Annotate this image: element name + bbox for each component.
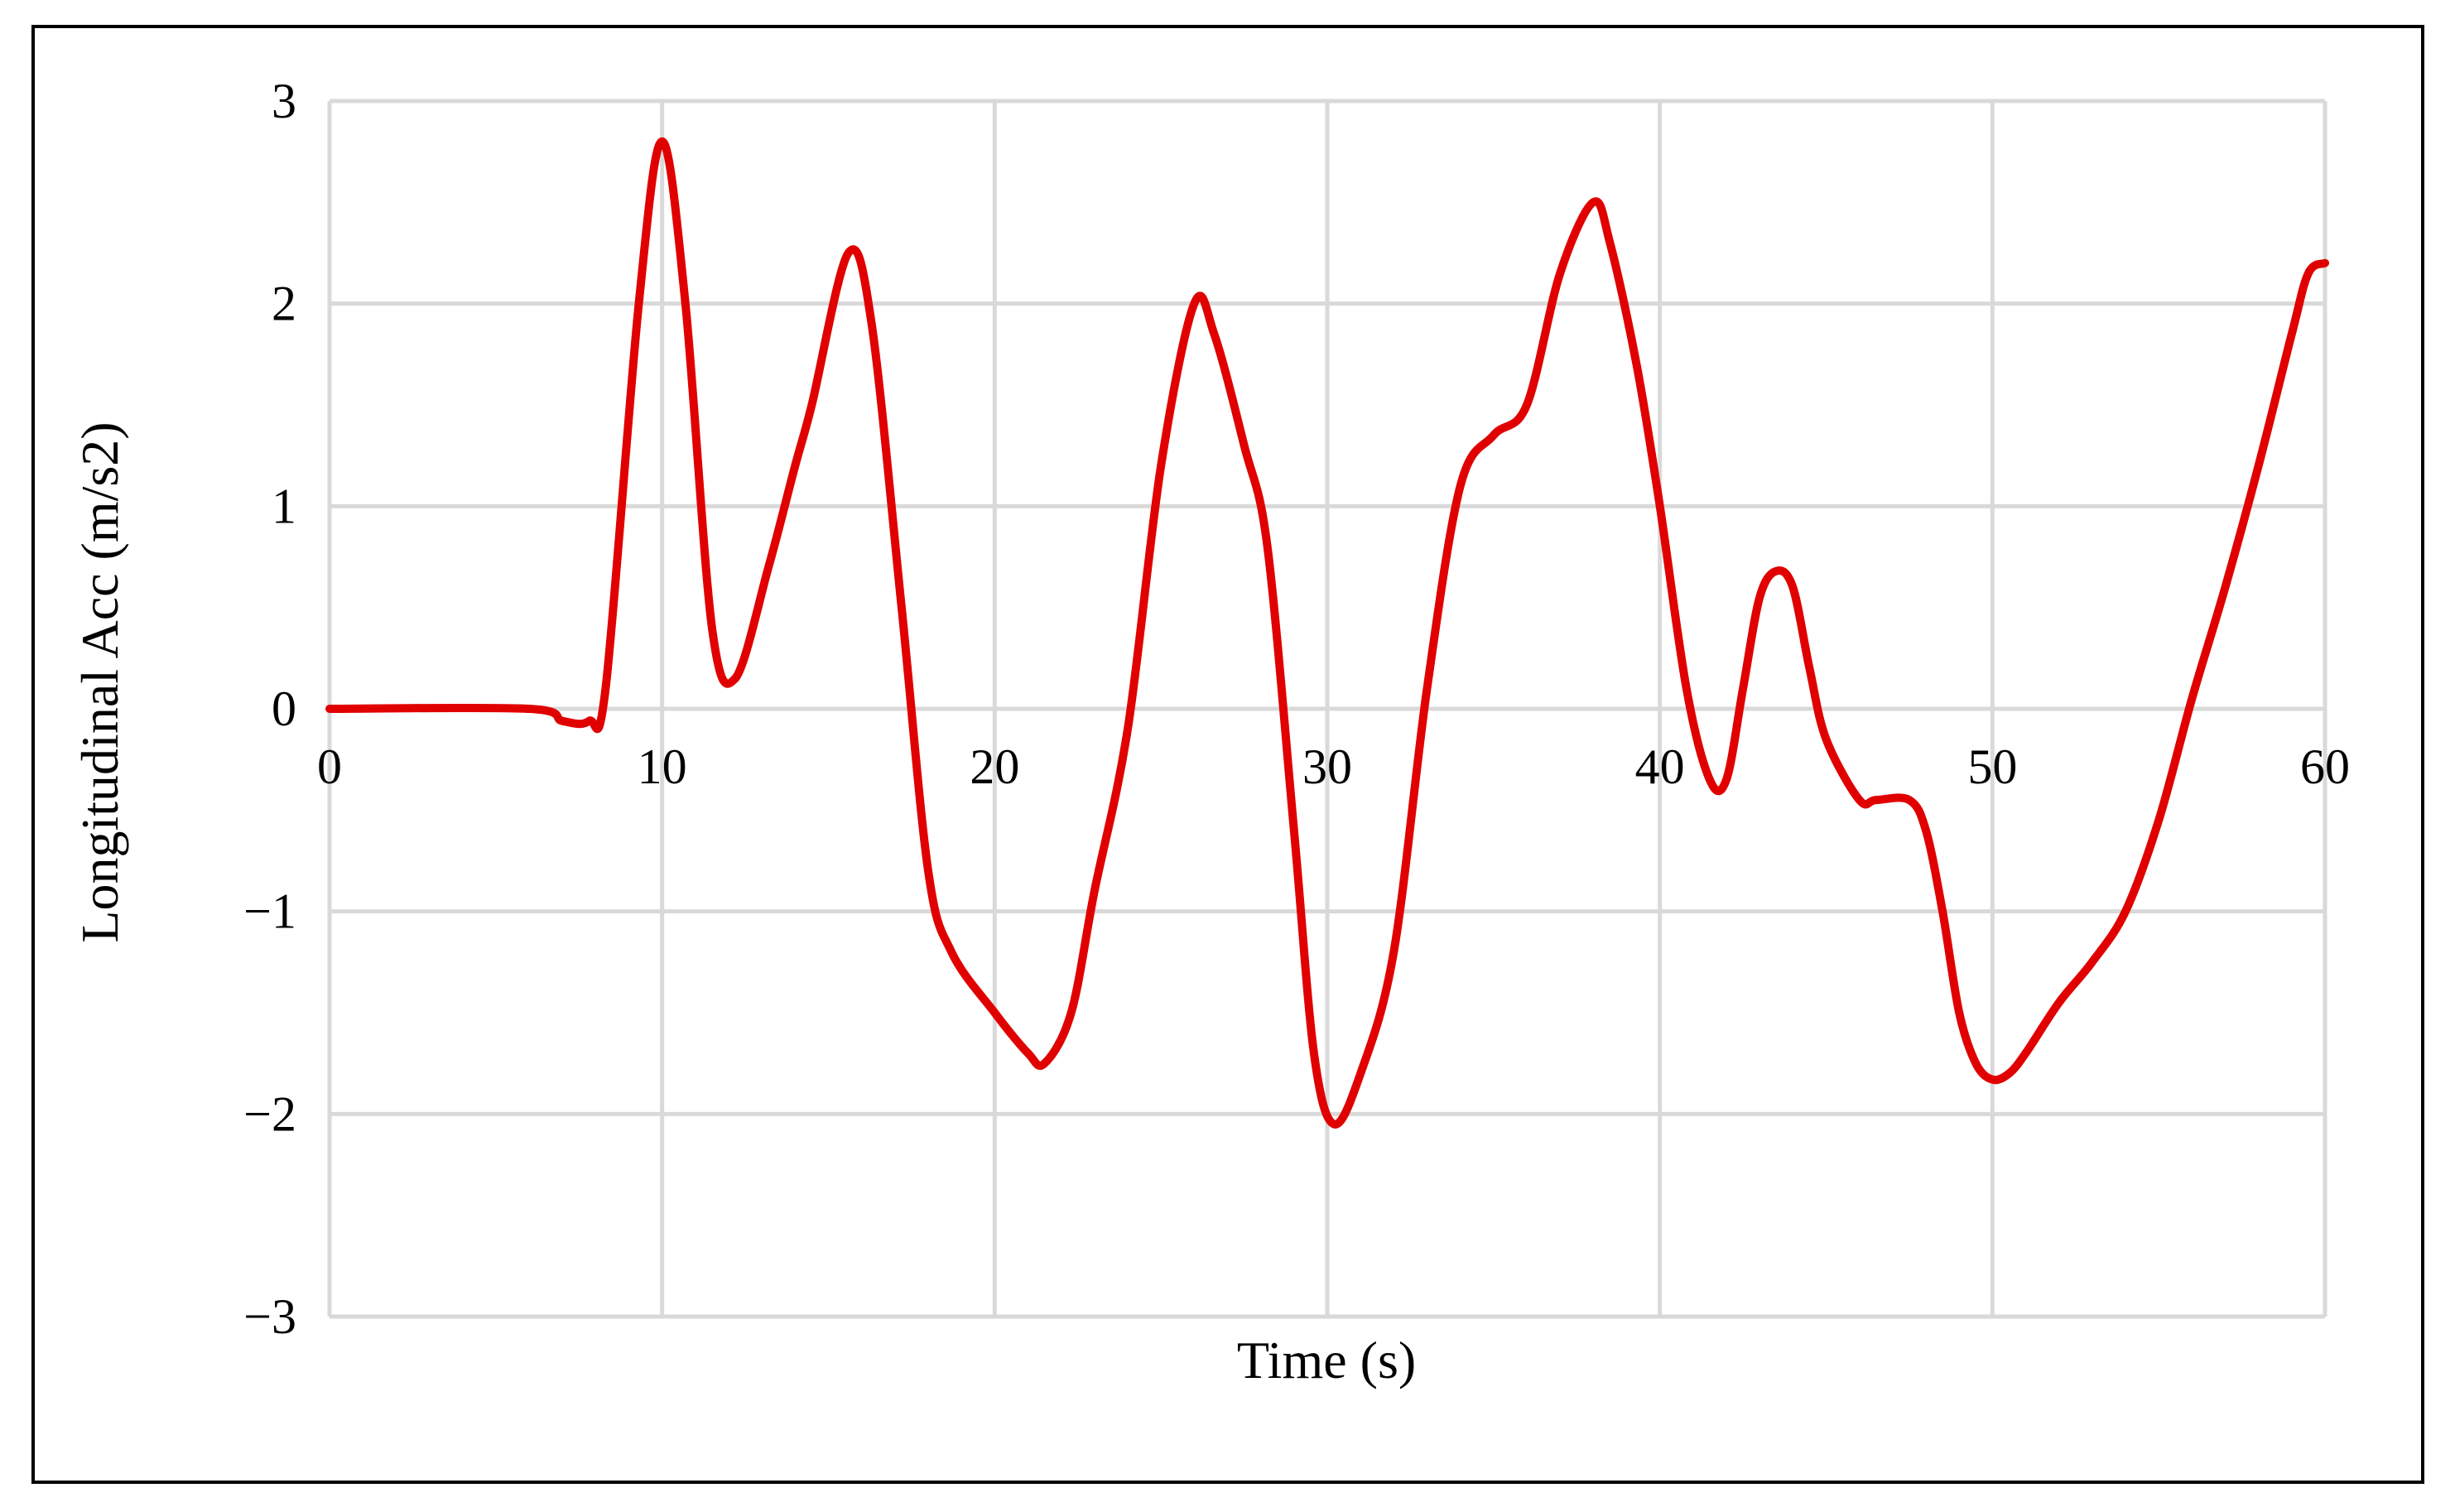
y-axis-title: Longitudinal Acc (m/s2) — [70, 421, 129, 942]
chart-frame: 0 10 20 30 40 50 60 3 2 1 0 −1 −2 −3 Time (s) Longit… — [31, 25, 2424, 1484]
x-tick-label: 10 — [638, 739, 687, 794]
y-tick-label: 1 — [272, 479, 296, 533]
x-tick-label: 20 — [970, 739, 1019, 794]
y-tick-label: 0 — [272, 681, 296, 736]
x-tick-label: 30 — [1302, 739, 1352, 794]
y-tick-label: −1 — [243, 884, 296, 939]
y-tick-labels: 3 2 1 0 −1 −2 −3 — [243, 74, 296, 1344]
x-tick-labels: 0 10 20 30 40 50 60 — [317, 739, 2350, 794]
x-tick-label: 40 — [1635, 739, 1685, 794]
y-tick-label: −2 — [243, 1086, 296, 1141]
gridlines — [327, 99, 2327, 1319]
y-tick-label: 2 — [272, 277, 296, 331]
series-layer — [325, 137, 2329, 1129]
x-tick-label: 0 — [317, 739, 342, 794]
series-line — [325, 137, 2329, 1129]
y-tick-label: −3 — [243, 1289, 296, 1344]
x-tick-label: 60 — [2300, 739, 2350, 794]
y-tick-label: 3 — [272, 74, 296, 128]
x-tick-label: 50 — [1967, 739, 2017, 794]
x-axis-title: Time (s) — [1237, 1331, 1416, 1389]
